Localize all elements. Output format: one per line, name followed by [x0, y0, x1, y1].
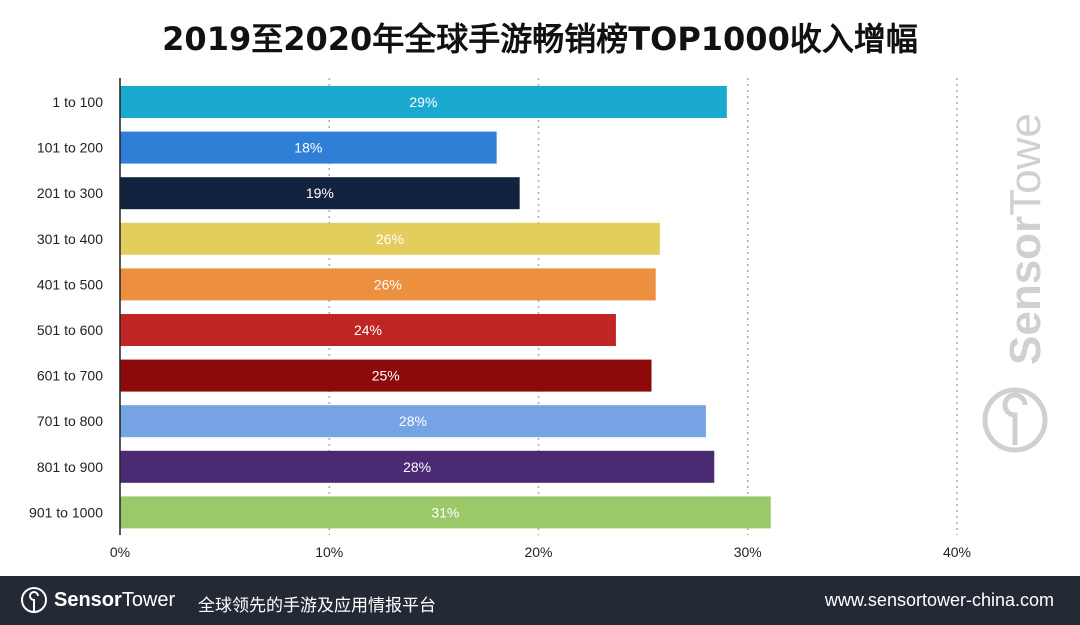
- bar: [120, 177, 520, 210]
- bar: [120, 359, 652, 392]
- bar-chart: 0% 10% 20% 30% 40% 29% 1 to 100 18% 101 to 200 19…: [29, 78, 971, 560]
- svg-text:SensorTower: SensorTower: [1001, 115, 1050, 365]
- bar: [120, 86, 727, 118]
- x-tick-label: 10%: [315, 544, 343, 560]
- x-tick-label: 20%: [524, 544, 552, 560]
- footer: SensorTower 全球领先的手游及应用情报平台 www.sensortow…: [0, 576, 1080, 625]
- y-tick-label: 601 to 700: [37, 368, 103, 384]
- bar: [120, 405, 706, 438]
- y-tick-label: 401 to 500: [37, 276, 103, 292]
- sensortower-logo-icon: [982, 387, 1048, 453]
- bar: [120, 222, 660, 255]
- data-label: 31%: [431, 504, 459, 520]
- chart-title: 2019至2020年全球手游畅销榜TOP1000收入增幅: [162, 20, 918, 58]
- brand-tower: Tower: [121, 588, 176, 611]
- data-label: 26%: [374, 276, 402, 292]
- brand-sensor: Sensor: [54, 588, 122, 611]
- data-label: 29%: [409, 94, 437, 110]
- footer-url[interactable]: www.sensortower-china.com: [824, 590, 1054, 610]
- data-label: 24%: [354, 322, 382, 338]
- x-tick-label: 0%: [110, 544, 130, 560]
- data-label: 19%: [306, 185, 334, 201]
- data-label: 28%: [403, 459, 431, 475]
- bar: [120, 131, 497, 164]
- y-tick-label: 101 to 200: [37, 140, 103, 156]
- y-tick-label: 301 to 400: [37, 231, 103, 247]
- data-label: 26%: [376, 231, 404, 247]
- sensortower-watermark: SensorTower: [982, 115, 1050, 453]
- x-tick-label: 40%: [943, 544, 971, 560]
- bar: [120, 496, 771, 529]
- y-tick-label: 1 to 100: [52, 94, 103, 110]
- footer-slogan: 全球领先的手游及应用情报平台: [198, 596, 436, 616]
- bar: [120, 450, 715, 483]
- sensortower-logo-icon: [21, 587, 47, 613]
- bar: [120, 268, 656, 301]
- y-tick-label: 801 to 900: [37, 459, 103, 475]
- data-label: 25%: [372, 368, 400, 384]
- y-tick-label: 701 to 800: [37, 413, 103, 429]
- data-label: 18%: [294, 140, 322, 156]
- y-tick-label: 901 to 1000: [29, 504, 103, 520]
- footer-logo: SensorTower: [20, 586, 175, 614]
- y-tick-label: 201 to 300: [37, 185, 103, 201]
- y-tick-label: 501 to 600: [37, 322, 103, 338]
- bar: [120, 314, 616, 346]
- data-label: 28%: [399, 413, 427, 429]
- x-tick-label: 30%: [734, 544, 762, 560]
